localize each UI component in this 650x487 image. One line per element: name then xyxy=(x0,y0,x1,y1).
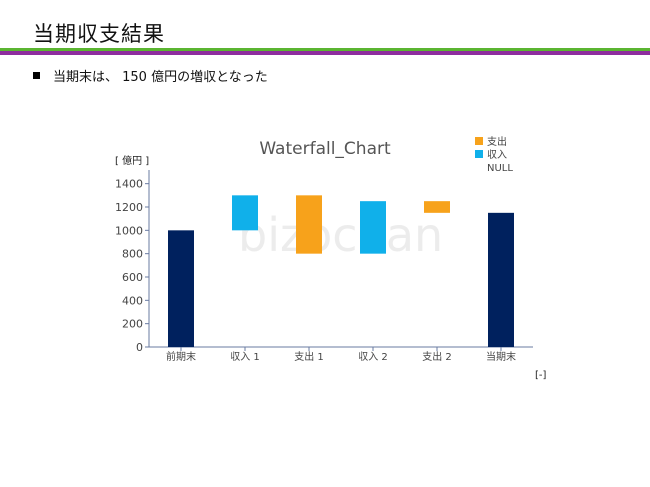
square-bullet-icon xyxy=(33,72,40,79)
header-rule-purple xyxy=(0,51,650,55)
y-tick-label: 400 xyxy=(122,294,143,307)
y-tick-label: 600 xyxy=(122,271,143,284)
bar-expense xyxy=(296,195,322,254)
x-tick-labels: 前期末 収入 1 支出 1 収入 2 支出 2 当期末 xyxy=(166,350,516,363)
legend-swatch xyxy=(475,150,483,158)
page-title: 当期収支結果 xyxy=(33,22,165,46)
x-tick-label: 支出 1 xyxy=(294,350,324,363)
y-tick-label: 1200 xyxy=(115,201,143,214)
x-tick-label: 収入 1 xyxy=(230,351,260,363)
bar-income xyxy=(360,201,386,254)
legend-label: 収入 xyxy=(487,149,507,161)
x-axis-unit: [-] xyxy=(535,370,547,381)
x-tick-label: 前期末 xyxy=(166,350,196,363)
summary-text: 当期末は、 150 億円の増収となった xyxy=(53,70,268,85)
bar-expense xyxy=(424,201,450,213)
y-tick-label: 800 xyxy=(122,248,143,261)
chart-title: Waterfall_Chart xyxy=(259,139,391,159)
x-tick-label: 収入 2 xyxy=(358,351,388,363)
x-tick-label: 当期末 xyxy=(486,350,516,363)
header-rule-green xyxy=(0,48,650,51)
chart-axes xyxy=(145,170,533,351)
legend-swatch xyxy=(475,137,483,145)
y-tick-label: 0 xyxy=(136,341,143,354)
y-axis-unit: [ 億円 ] xyxy=(115,156,150,167)
summary-bullet: 当期末は、 150 億円の増収となった xyxy=(33,66,268,85)
legend-label: 支出 xyxy=(487,135,507,148)
y-tick-label: 200 xyxy=(122,318,143,331)
bar-total xyxy=(488,212,514,347)
y-tick-label: 1400 xyxy=(115,178,143,191)
y-tick-label: 1000 xyxy=(115,224,143,237)
bar-income xyxy=(232,195,258,231)
x-tick-label: 支出 2 xyxy=(422,350,452,363)
watermark-logo: bizocean xyxy=(238,208,444,262)
chart-bars xyxy=(168,195,514,347)
bar-total xyxy=(168,230,194,347)
legend-label: NULL xyxy=(487,163,513,174)
y-tick-labels: 0 200 400 600 800 1000 1200 1400 xyxy=(115,178,143,354)
